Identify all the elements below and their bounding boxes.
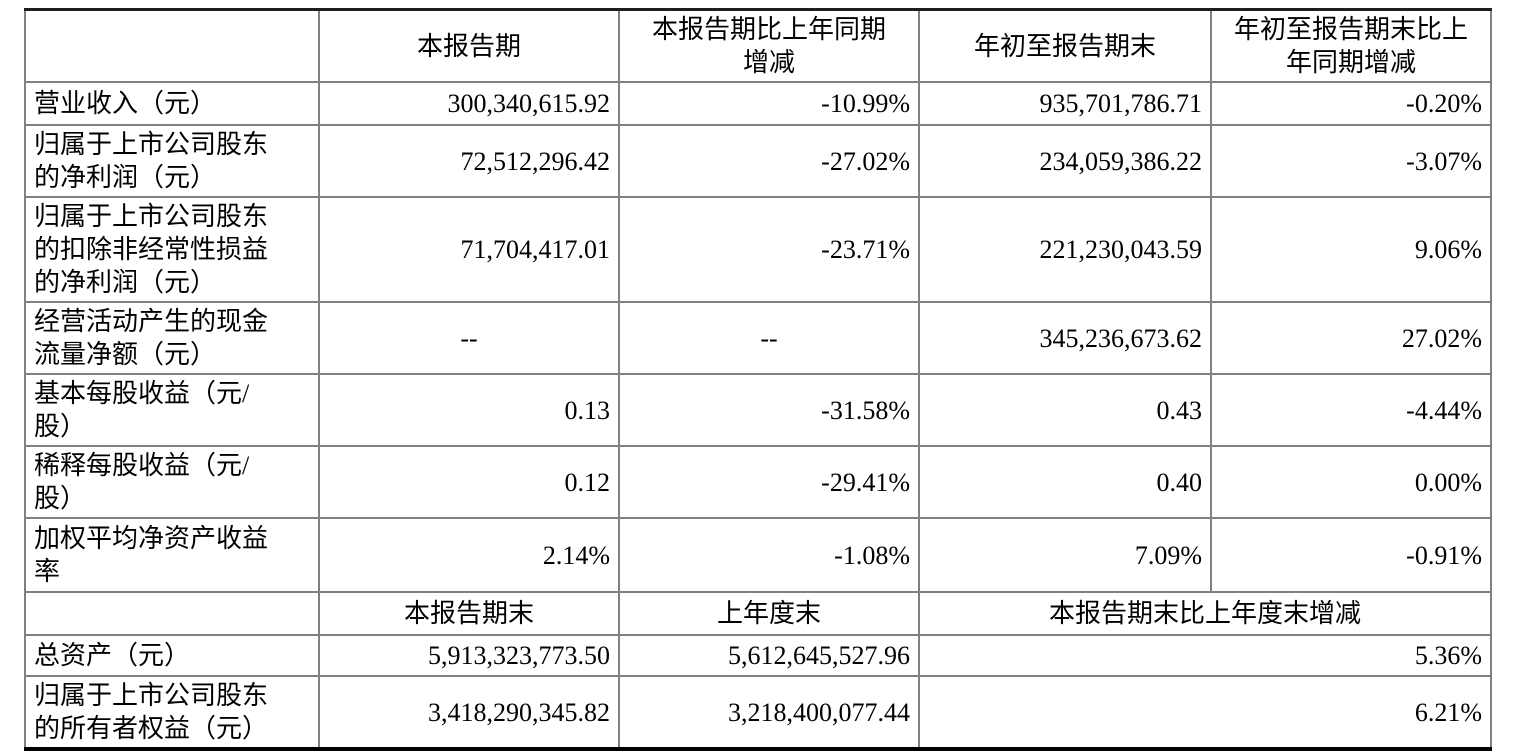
row-diluted-eps: 稀释每股收益（元/ 股） 0.12 -29.41% 0.40 0.00% [24, 445, 1492, 519]
financial-summary-table: 本报告期 本报告期比上年同期 增减 年初至报告期末 年初至报告期末比上 年同期增… [24, 8, 1492, 751]
cell-change: 5.36% [918, 634, 1492, 677]
cell-prior-year-end: 3,218,400,077.44 [618, 675, 920, 750]
cell-change: 6.21% [918, 675, 1492, 750]
row-label: 归属于上市公司股东 的净利润（元） [24, 124, 320, 198]
cell-ytd: 7.09% [918, 517, 1212, 593]
financial-summary: 本报告期 本报告期比上年同期 增减 年初至报告期末 年初至报告期末比上 年同期增… [24, 8, 1492, 751]
cell-ytd-yoy: 27.02% [1210, 301, 1492, 375]
row-net-profit-excl-nonrecurring: 归属于上市公司股东 的扣除非经常性损益 的净利润（元） 71,704,417.0… [24, 196, 1492, 303]
cell-ytd: 0.40 [918, 445, 1212, 519]
cell-current: 71,704,417.01 [318, 196, 620, 303]
cell-ytd: 221,230,043.59 [918, 196, 1212, 303]
row-label: 总资产（元） [24, 634, 320, 677]
cell-ytd: 345,236,673.62 [918, 301, 1212, 375]
cell-ytd-yoy: 0.00% [1210, 445, 1492, 519]
header-prior-year-end: 上年度末 [618, 591, 920, 636]
header-corner-cell-2 [24, 591, 320, 636]
cell-yoy: -27.02% [618, 124, 920, 198]
cell-yoy: -29.41% [618, 445, 920, 519]
cell-period-end: 5,913,323,773.50 [318, 634, 620, 677]
row-label: 加权平均净资产收益 率 [24, 517, 320, 593]
row-net-profit: 归属于上市公司股东 的净利润（元） 72,512,296.42 -27.02% … [24, 124, 1492, 198]
cell-ytd: 0.43 [918, 373, 1212, 447]
row-label: 基本每股收益（元/ 股） [24, 373, 320, 447]
cell-ytd-yoy: 9.06% [1210, 196, 1492, 303]
cell-current: 72,512,296.42 [318, 124, 620, 198]
cell-yoy: -31.58% [618, 373, 920, 447]
cell-ytd-yoy: -0.91% [1210, 517, 1492, 593]
header-period-end: 本报告期末 [318, 591, 620, 636]
cell-yoy: -10.99% [618, 81, 920, 126]
cell-current: 300,340,615.92 [318, 81, 620, 126]
header-change-vs-prior-year-end: 本报告期末比上年度末增减 [918, 591, 1492, 636]
row-label: 营业收入（元） [24, 81, 320, 126]
row-owners-equity: 归属于上市公司股东 的所有者权益（元） 3,418,290,345.82 3,2… [24, 675, 1492, 750]
header-corner-cell [24, 8, 320, 83]
cell-yoy-na: -- [618, 301, 920, 375]
cell-ytd-yoy: -0.20% [1210, 81, 1492, 126]
cell-current: 0.12 [318, 445, 620, 519]
cell-current: 0.13 [318, 373, 620, 447]
row-label: 经营活动产生的现金 流量净额（元） [24, 301, 320, 375]
cell-yoy: -1.08% [618, 517, 920, 593]
cell-ytd: 935,701,786.71 [918, 81, 1212, 126]
row-weighted-avg-roe: 加权平均净资产收益 率 2.14% -1.08% 7.09% -0.91% [24, 517, 1492, 593]
cell-period-end: 3,418,290,345.82 [318, 675, 620, 750]
row-operating-cash-flow: 经营活动产生的现金 流量净额（元） -- -- 345,236,673.62 2… [24, 301, 1492, 375]
row-label: 归属于上市公司股东 的扣除非经常性损益 的净利润（元） [24, 196, 320, 303]
cell-prior-year-end: 5,612,645,527.96 [618, 634, 920, 677]
row-total-assets: 总资产（元） 5,913,323,773.50 5,612,645,527.96… [24, 634, 1492, 677]
cell-ytd: 234,059,386.22 [918, 124, 1212, 198]
row-operating-revenue: 营业收入（元） 300,340,615.92 -10.99% 935,701,7… [24, 81, 1492, 126]
header-ytd: 年初至报告期末 [918, 8, 1212, 83]
header-ytd-vs-prior-yoy: 年初至报告期末比上 年同期增减 [1210, 8, 1492, 83]
row-label: 稀释每股收益（元/ 股） [24, 445, 320, 519]
header-current-vs-prior-yoy: 本报告期比上年同期 增减 [618, 8, 920, 83]
cell-current-na: -- [318, 301, 620, 375]
row-label: 归属于上市公司股东 的所有者权益（元） [24, 675, 320, 750]
header-row-period-end: 本报告期末 上年度末 本报告期末比上年度末增减 [24, 591, 1492, 636]
cell-ytd-yoy: -4.44% [1210, 373, 1492, 447]
header-current-period: 本报告期 [318, 8, 620, 83]
row-basic-eps: 基本每股收益（元/ 股） 0.13 -31.58% 0.43 -4.44% [24, 373, 1492, 447]
cell-current: 2.14% [318, 517, 620, 593]
header-row-period: 本报告期 本报告期比上年同期 增减 年初至报告期末 年初至报告期末比上 年同期增… [24, 8, 1492, 83]
cell-ytd-yoy: -3.07% [1210, 124, 1492, 198]
cell-yoy: -23.71% [618, 196, 920, 303]
